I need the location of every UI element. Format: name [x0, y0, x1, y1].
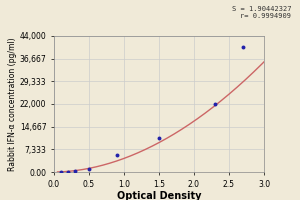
Point: [241, 46, 245, 49]
X-axis label: Optical Density: Optical Density: [117, 191, 201, 200]
Point: [66, 170, 70, 173]
Text: S = 1.90442327
r= 0.9994909: S = 1.90442327 r= 0.9994909: [232, 6, 291, 19]
Point: [115, 153, 119, 157]
Y-axis label: Rabbit IFN-α concentration (pg/ml): Rabbit IFN-α concentration (pg/ml): [8, 37, 17, 171]
Point: [58, 170, 63, 173]
Point: [87, 168, 92, 171]
Point: [157, 136, 161, 140]
Point: [213, 102, 218, 106]
Point: [73, 169, 77, 172]
